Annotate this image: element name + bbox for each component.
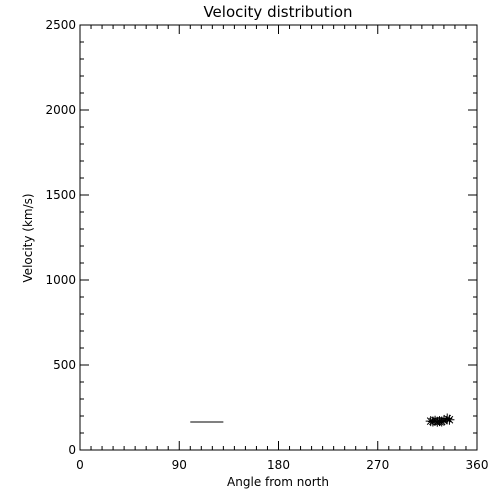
y-tick-label: 1000 — [45, 273, 76, 287]
chart-title: Velocity distribution — [203, 3, 352, 21]
x-tick-label: 90 — [172, 458, 187, 472]
plot-frame — [79, 24, 478, 451]
asterisk-marker — [438, 415, 449, 426]
x-axis-label: Angle from north — [227, 475, 329, 489]
asterisk-marker — [442, 413, 453, 424]
y-axis-label: Velocity (km/s) — [21, 193, 35, 282]
y-tick-label: 2000 — [45, 103, 76, 117]
asterisk-marker — [436, 416, 447, 427]
data-point — [444, 414, 455, 425]
data-point — [438, 415, 449, 426]
y-tick-label: 0 — [68, 443, 76, 457]
y-tick-label: 2500 — [45, 18, 76, 32]
asterisk-marker — [444, 414, 455, 425]
y-tick-label: 500 — [53, 358, 76, 372]
plot-area: 0 90 180 270 360 0 500 1000 1500 2000 2500 — [45, 18, 488, 472]
x-tick-label: 360 — [466, 458, 489, 472]
y-tick-label: 1500 — [45, 188, 76, 202]
x-tick-label: 270 — [366, 458, 389, 472]
x-tick-label: 180 — [267, 458, 290, 472]
data-point — [442, 413, 453, 424]
data-point — [436, 416, 447, 427]
x-tick-label: 0 — [76, 458, 84, 472]
